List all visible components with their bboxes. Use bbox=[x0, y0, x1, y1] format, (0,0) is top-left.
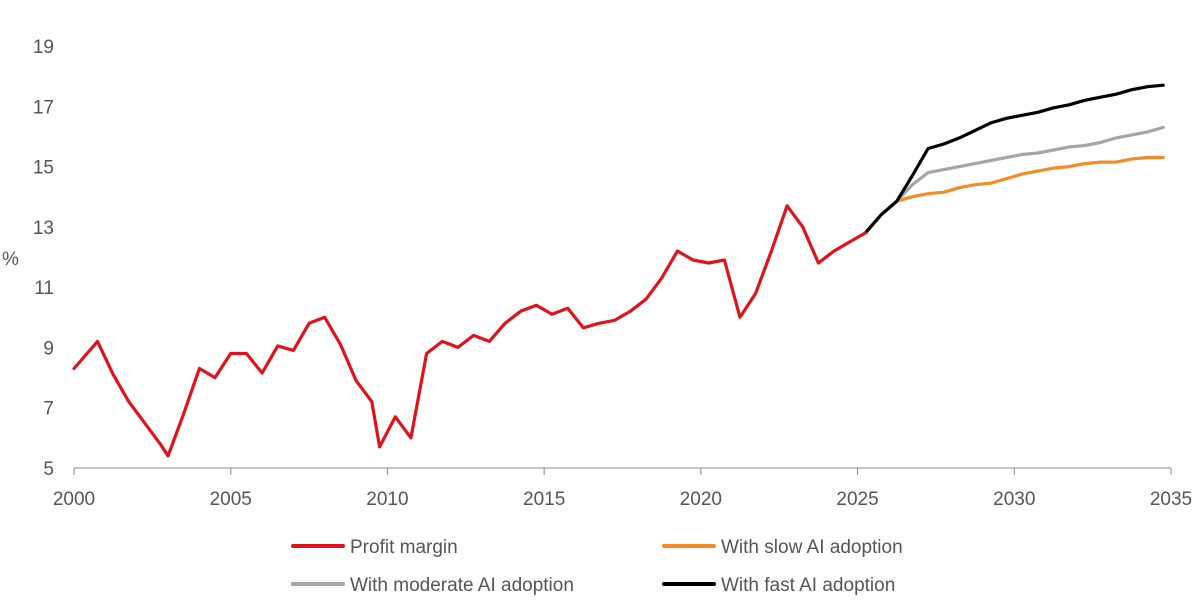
y-tick-label: 17 bbox=[33, 97, 54, 118]
y-axis-ticks: 5 7 9 11 13 15 17 19 bbox=[33, 37, 54, 480]
series-line-profit-margin bbox=[72, 204, 867, 458]
legend-label-with-moderate-ai-adoption: With moderate AI adoption bbox=[350, 575, 574, 596]
legend: Profit margin With slow AI adoption With m… bbox=[291, 537, 903, 596]
x-tick-label: 2005 bbox=[210, 489, 252, 510]
y-tick-label: 11 bbox=[34, 278, 54, 299]
y-tick-label: 7 bbox=[43, 399, 54, 420]
y-axis-unit-label: % bbox=[2, 249, 19, 270]
x-tick-label: 2000 bbox=[53, 489, 95, 510]
x-tick-label: 2010 bbox=[366, 489, 408, 510]
series-line-with-fast-ai-adoption bbox=[863, 83, 1165, 235]
legend-label-with-slow-ai-adoption: With slow AI adoption bbox=[721, 537, 903, 558]
x-tick-label: 2030 bbox=[993, 489, 1035, 510]
y-tick-label: 19 bbox=[33, 37, 54, 58]
legend-label-with-fast-ai-adoption: With fast AI adoption bbox=[721, 575, 895, 596]
legend-label-profit-margin: Profit margin bbox=[350, 537, 458, 558]
x-tick-label: 2025 bbox=[836, 489, 878, 510]
series-layer bbox=[72, 83, 1165, 458]
x-tick-label: 2035 bbox=[1150, 489, 1192, 510]
x-tick-label: 2020 bbox=[680, 489, 722, 510]
x-tick-label: 2015 bbox=[523, 489, 565, 510]
series-line-with-moderate-ai-adoption bbox=[863, 125, 1165, 235]
y-tick-label: 9 bbox=[43, 338, 54, 359]
y-tick-label: 15 bbox=[33, 158, 54, 179]
y-tick-label: 13 bbox=[33, 218, 54, 239]
x-axis-ticks: 2000 2005 2010 2015 2020 2025 2030 2035 bbox=[53, 468, 1192, 510]
series-line-with-slow-ai-adoption bbox=[863, 155, 1165, 235]
y-tick-label: 5 bbox=[43, 459, 54, 480]
